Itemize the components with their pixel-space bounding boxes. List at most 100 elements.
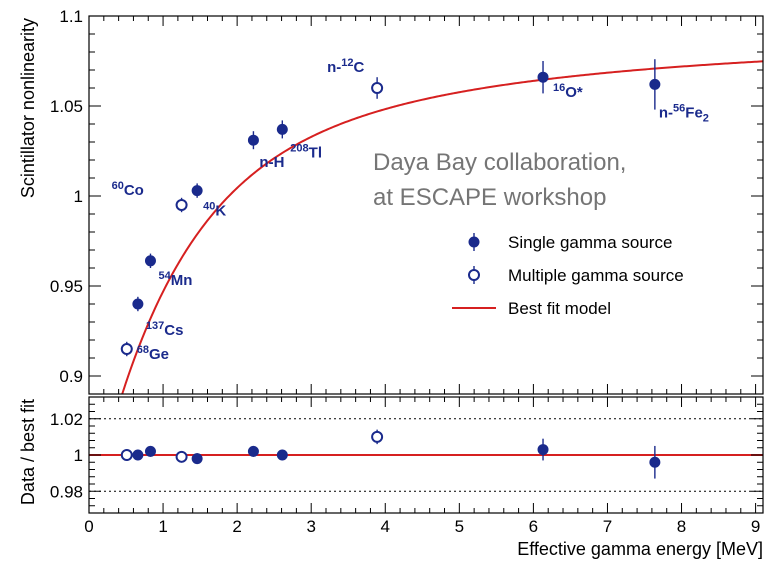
isotope-element: n-H [259, 154, 284, 171]
x-tick-label: 3 [306, 517, 315, 536]
ratio-y-tick-label: 1 [74, 446, 83, 465]
multiple-gamma-point-marker [120, 343, 133, 355]
multiple-gamma-point [175, 197, 188, 213]
isotope-mass-number: 60 [112, 180, 124, 192]
isotope-mass-number: 56 [673, 102, 685, 114]
ratio-single-gamma-point-marker [191, 453, 203, 465]
isotope-mass-number: 16 [553, 82, 565, 94]
legend-entry-single: Single gamma source [468, 233, 672, 252]
single-gamma-point-marker [144, 255, 156, 267]
ratio-single-gamma-point-marker [247, 445, 259, 457]
isotope-label-tl: 208Tl [290, 142, 322, 161]
ratio-single-gamma-point [537, 438, 549, 461]
single-gamma-point [191, 183, 203, 198]
isotope-label-o: 16O* [553, 82, 583, 101]
single-gamma-point-marker [191, 185, 203, 197]
isotope-element: K [215, 203, 226, 220]
main-y-axis-label: Scintillator nonlinearity [18, 18, 38, 198]
main-plot-frame [88, 15, 764, 395]
legend: Single gamma source Multiple gamma source… [452, 233, 684, 318]
ratio-single-gamma-point-marker [276, 449, 288, 461]
isotope-subscript: 2 [703, 112, 709, 124]
isotope-mass-number: 12 [341, 57, 353, 69]
ratio-single-gamma-point-marker [132, 449, 144, 461]
single-gamma-point [144, 253, 156, 268]
isotope-mass-number: 40 [203, 201, 215, 213]
legend-entry-multiple: Multiple gamma source [468, 266, 684, 285]
isotope-element: Co [124, 182, 144, 199]
x-axis-label: Effective gamma energy [MeV] [517, 539, 763, 559]
isotope-label-k: 40K [203, 201, 226, 220]
single-gamma-point-marker [247, 134, 259, 146]
frame-layer [88, 15, 764, 514]
single-gamma-point [132, 296, 144, 312]
main-y-tick-label: 0.95 [50, 277, 83, 296]
isotope-label-mn: 54Mn [158, 270, 192, 289]
single-gamma-point [247, 131, 259, 150]
single-gamma-point-marker [649, 78, 661, 90]
x-tick-label: 4 [381, 517, 390, 536]
isotope-label-fe: n-56Fe2 [659, 102, 709, 124]
x-tick-label: 2 [232, 517, 241, 536]
ratio-y-tick-label: 0.98 [50, 482, 83, 501]
legend-multiple-label: Multiple gamma source [508, 266, 684, 285]
main-y-tick-label: 1.1 [59, 7, 83, 26]
single-gamma-point [537, 61, 549, 94]
isotope-element: Fe [685, 104, 703, 121]
ratio-multiple-gamma-point-marker [120, 449, 133, 461]
legend-fit-label: Best fit model [508, 299, 611, 318]
isotope-label-ge: 68Ge [137, 344, 169, 363]
legend-single-label: Single gamma source [508, 233, 672, 252]
multiple-gamma-point-marker [371, 82, 384, 94]
isotope-mass-number: 54 [158, 270, 171, 282]
watermark-line-1: Daya Bay collaboration, [373, 149, 626, 176]
isotope-label-nh: n-H [259, 154, 284, 171]
isotope-mass-number: 68 [137, 344, 149, 356]
x-tick-label: 7 [603, 517, 612, 536]
grid-layer [89, 418, 763, 492]
ratio-single-gamma-point [649, 445, 661, 479]
ratio-single-gamma-point-marker [144, 445, 156, 457]
isotope-label-c: n-12C [327, 57, 364, 76]
isotope-mass-number: 208 [290, 142, 308, 154]
ratio-single-gamma-point [144, 445, 156, 457]
isotope-element: O* [565, 84, 583, 101]
isotope-prefix: n- [659, 104, 673, 121]
legend-single-marker [468, 236, 480, 248]
x-tick-label: 9 [751, 517, 760, 536]
isotope-mass-number: 137 [146, 320, 164, 332]
ratio-single-gamma-point [132, 449, 144, 461]
main-y-tick-label: 1.05 [50, 97, 83, 116]
ratio-multiple-gamma-point-marker [371, 430, 384, 443]
isotope-label-co: 60Co [112, 180, 144, 199]
isotope-element: Tl [309, 144, 322, 161]
ratio-y-tick-label: 1.02 [50, 410, 83, 429]
data-points-layer [120, 59, 661, 479]
single-gamma-point-marker [537, 71, 549, 83]
x-tick-label: 6 [529, 517, 538, 536]
x-tick-label: 5 [455, 517, 464, 536]
isotope-prefix: n- [327, 59, 341, 76]
ratio-single-gamma-point-marker [537, 444, 549, 456]
ratio-multiple-gamma-point [175, 450, 188, 463]
main-y-tick-label: 1 [74, 187, 83, 206]
isotope-label-cs: 137Cs [146, 320, 184, 339]
ratio-multiple-gamma-point-marker [175, 450, 188, 463]
single-gamma-point-marker [276, 123, 288, 135]
legend-entry-fit: Best fit model [452, 299, 611, 318]
watermark-line-2: at ESCAPE workshop [373, 184, 606, 211]
legend-multiple-marker [468, 269, 480, 281]
multiple-gamma-point-marker [175, 199, 188, 211]
single-gamma-point-marker [132, 298, 144, 310]
isotope-element: Cs [164, 322, 183, 339]
isotope-element: C [354, 59, 365, 76]
ratio-single-gamma-point-marker [649, 456, 661, 468]
ratio-single-gamma-point [276, 449, 288, 461]
x-tick-label: 0 [84, 517, 93, 536]
x-tick-label: 1 [158, 517, 167, 536]
single-gamma-point [649, 59, 661, 110]
multiple-gamma-point [120, 341, 133, 357]
